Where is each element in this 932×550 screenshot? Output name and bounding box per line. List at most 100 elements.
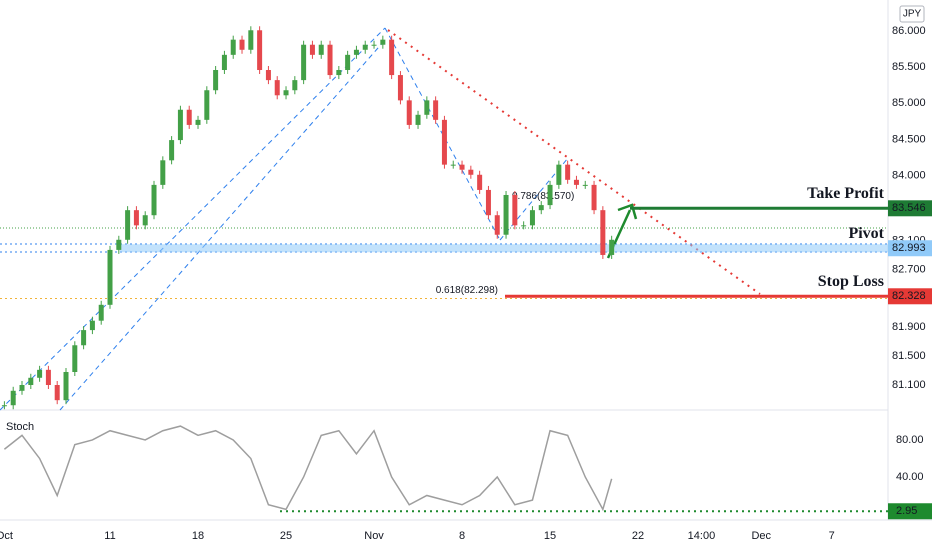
- candle: [1, 405, 7, 407]
- candle: [204, 90, 210, 120]
- candle: [556, 164, 562, 185]
- candle: [301, 44, 307, 81]
- candle: [609, 239, 615, 255]
- candle: [125, 210, 131, 240]
- currency-box: [899, 5, 925, 23]
- candle: [565, 164, 571, 180]
- candle: [283, 90, 289, 96]
- candle: [142, 215, 148, 226]
- candle: [186, 109, 192, 125]
- candle: [274, 80, 280, 96]
- x-tick-label: 7: [829, 530, 835, 542]
- y-tick-label: 82.700: [892, 263, 926, 275]
- candle: [63, 371, 69, 401]
- stoch-level-box: [888, 503, 932, 520]
- x-tick-label: 11: [104, 530, 115, 542]
- y-tick-label: 84.500: [892, 133, 926, 145]
- candle: [477, 174, 483, 190]
- candle: [248, 30, 254, 50]
- x-tick-label: 22: [632, 530, 644, 542]
- level-price: 82.993: [892, 242, 926, 254]
- candle: [151, 184, 157, 216]
- arrow-head: [617, 203, 638, 220]
- candle: [309, 44, 315, 55]
- candle: [441, 119, 447, 165]
- level-price: 82.328: [892, 290, 926, 302]
- candle: [28, 377, 34, 386]
- pivot-band: [120, 244, 888, 253]
- candle: [89, 320, 95, 331]
- candle: [468, 169, 474, 175]
- candle: [239, 39, 245, 50]
- candle: [503, 194, 509, 235]
- candle: [547, 184, 553, 206]
- trend-channel: [59, 39, 386, 411]
- candle: [591, 184, 597, 211]
- y-tick-label: 81.500: [892, 350, 926, 362]
- candle: [10, 390, 16, 406]
- candle: [81, 330, 87, 346]
- fib-level-label: 0.786(83.570): [512, 191, 574, 202]
- y-tick-label: 84.000: [892, 169, 926, 181]
- y-tick-label: 85.000: [892, 97, 926, 109]
- candle: [98, 304, 104, 321]
- x-tick-label: Dec: [751, 530, 771, 542]
- x-tick-label: 18: [192, 530, 204, 542]
- level-price: 83.546: [892, 202, 926, 214]
- trend-channel: [0, 27, 386, 411]
- stoch-line: [3, 425, 613, 512]
- indicator-title: Stoch: [6, 421, 34, 433]
- candle: [353, 49, 359, 55]
- candle: [512, 194, 518, 226]
- level-price-box: [888, 240, 932, 257]
- candle: [265, 70, 271, 81]
- level-name: Take Profit: [807, 185, 885, 202]
- candle: [600, 210, 606, 255]
- candle: [582, 184, 588, 186]
- candle: [380, 39, 386, 45]
- candle: [538, 205, 544, 211]
- candle: [494, 215, 500, 235]
- candle: [433, 100, 439, 120]
- candle: [397, 75, 403, 101]
- x-tick-label: 25: [280, 530, 292, 542]
- x-tick-label: 8: [459, 530, 465, 542]
- candle: [345, 54, 351, 71]
- candle: [485, 189, 491, 216]
- candle: [424, 100, 430, 115]
- x-tick-label: Oct: [0, 530, 13, 542]
- candle: [213, 70, 219, 91]
- candle: [221, 54, 227, 71]
- candle: [389, 39, 395, 76]
- x-tick-label: Nov: [364, 530, 384, 542]
- y-tick-label: 81.100: [892, 379, 926, 391]
- candle: [37, 369, 43, 378]
- level-name: Stop Loss: [818, 273, 884, 290]
- candle: [450, 164, 456, 166]
- x-tick-label: 14:00: [688, 530, 716, 542]
- candle: [292, 80, 298, 91]
- candle: [362, 44, 368, 50]
- candle: [116, 239, 122, 250]
- candle: [45, 369, 51, 386]
- y-tick-label: 86.000: [892, 25, 926, 37]
- level-name: Pivot: [848, 225, 884, 242]
- candle: [177, 109, 183, 141]
- candle: [19, 385, 25, 391]
- candle: [336, 70, 342, 76]
- candle: [415, 114, 421, 125]
- candle: [318, 44, 324, 55]
- candle: [257, 30, 263, 71]
- candle: [169, 140, 175, 161]
- y-tick-label: 85.500: [892, 61, 926, 73]
- candle: [160, 160, 166, 185]
- fib-level-label: 0.618(82.298): [436, 285, 498, 296]
- candle: [521, 225, 527, 227]
- x-tick-label: 15: [544, 530, 556, 542]
- candle: [459, 164, 465, 170]
- candle: [230, 39, 236, 55]
- y-tick-label: 81.900: [892, 321, 926, 333]
- level-price-box: [888, 200, 932, 217]
